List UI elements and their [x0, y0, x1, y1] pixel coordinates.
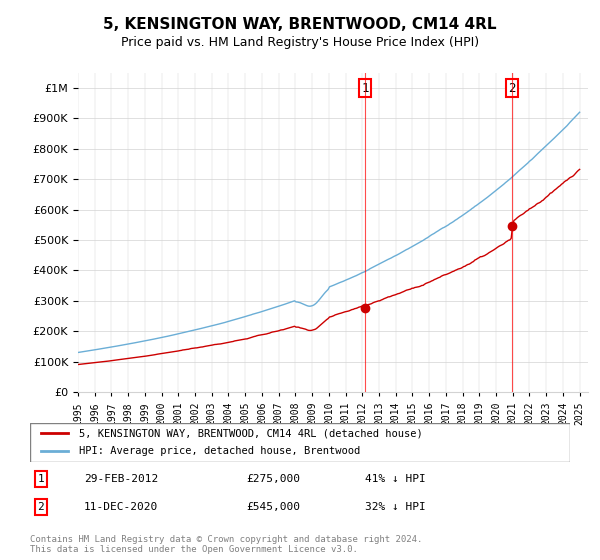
Text: 1: 1 [361, 82, 369, 95]
Text: 11-DEC-2020: 11-DEC-2020 [84, 502, 158, 512]
Text: HPI: Average price, detached house, Brentwood: HPI: Average price, detached house, Bren… [79, 446, 360, 456]
Text: Price paid vs. HM Land Registry's House Price Index (HPI): Price paid vs. HM Land Registry's House … [121, 36, 479, 49]
FancyBboxPatch shape [30, 423, 570, 462]
Text: £275,000: £275,000 [246, 474, 300, 484]
Text: 2: 2 [508, 82, 515, 95]
Text: 5, KENSINGTON WAY, BRENTWOOD, CM14 4RL: 5, KENSINGTON WAY, BRENTWOOD, CM14 4RL [103, 17, 497, 32]
Text: Contains HM Land Registry data © Crown copyright and database right 2024.
This d: Contains HM Land Registry data © Crown c… [30, 535, 422, 554]
Text: 29-FEB-2012: 29-FEB-2012 [84, 474, 158, 484]
Text: 2: 2 [37, 502, 44, 512]
Text: £545,000: £545,000 [246, 502, 300, 512]
Text: 5, KENSINGTON WAY, BRENTWOOD, CM14 4RL (detached house): 5, KENSINGTON WAY, BRENTWOOD, CM14 4RL (… [79, 428, 422, 438]
Text: 1: 1 [37, 474, 44, 484]
Text: 41% ↓ HPI: 41% ↓ HPI [365, 474, 425, 484]
Text: 32% ↓ HPI: 32% ↓ HPI [365, 502, 425, 512]
